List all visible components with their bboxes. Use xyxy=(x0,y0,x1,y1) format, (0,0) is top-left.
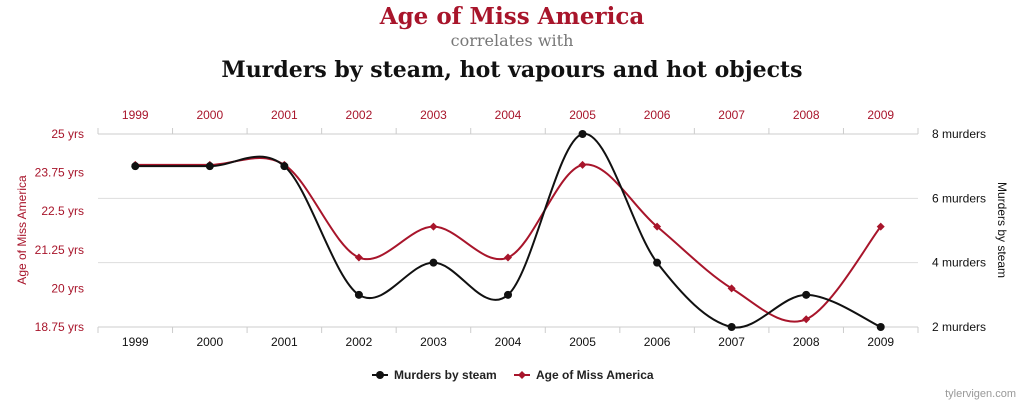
top-tick-label: 2001 xyxy=(271,108,298,122)
left-tick-label: 20 yrs xyxy=(51,281,84,295)
point-murders xyxy=(727,323,736,331)
chart-title-connector: correlates with xyxy=(450,31,574,50)
right-tick-label: 8 murders xyxy=(932,127,986,141)
chart-title-top: Age of Miss America xyxy=(379,3,645,30)
point-murders xyxy=(504,290,512,299)
bottom-tick-label: 1999 xyxy=(122,335,149,349)
chart-title-bottom: Murders by steam, hot vapours and hot ob… xyxy=(221,57,803,83)
point-murders xyxy=(876,323,885,331)
bottom-tick-label: 2002 xyxy=(346,335,373,349)
top-tick-label: 2004 xyxy=(495,108,522,122)
point-miss-america xyxy=(802,315,811,324)
bottom-x-axis: 1999 2000 2001 2002 2003 2004 2005 2006 2007 2008… xyxy=(97,326,919,349)
top-tick-label: 2006 xyxy=(644,108,671,122)
point-murders xyxy=(280,162,289,171)
top-x-axis: 1999 2000 2001 2002 2003 2004 2005 2006 2007 2008… xyxy=(97,108,919,135)
left-tick-label: 21.25 yrs xyxy=(35,243,84,257)
right-tick-label: 4 murders xyxy=(932,256,986,270)
bottom-tick-label: 2001 xyxy=(271,335,298,349)
legend-marker xyxy=(518,371,526,379)
point-murders xyxy=(205,162,214,171)
left-tick-label: 22.5 yrs xyxy=(41,204,84,218)
right-tick-label: 2 murders xyxy=(932,320,986,334)
right-y-axis: 2 murders 4 murders 6 murders 8 murders xyxy=(932,127,986,334)
point-murders xyxy=(653,258,662,267)
title-block: Age of Miss America correlates with Murd… xyxy=(0,0,1024,85)
point-murders xyxy=(131,162,140,171)
bottom-tick-label: 2005 xyxy=(569,335,596,349)
point-miss-america xyxy=(429,222,438,231)
top-tick-label: 2000 xyxy=(196,108,223,122)
point-murders xyxy=(578,130,587,138)
point-murders xyxy=(354,290,363,299)
point-murders xyxy=(429,258,438,267)
left-tick-label: 23.75 yrs xyxy=(35,166,84,180)
bottom-tick-label: 2000 xyxy=(196,335,223,349)
point-miss-america xyxy=(653,222,662,231)
top-tick-label: 2008 xyxy=(793,108,820,122)
left-tick-label: 25 yrs xyxy=(51,127,84,141)
bottom-tick-label: 2009 xyxy=(867,335,894,349)
top-tick-label: 2005 xyxy=(569,108,596,122)
bottom-tick-label: 2008 xyxy=(793,335,820,349)
bottom-tick-label: 2004 xyxy=(495,335,522,349)
point-miss-america xyxy=(578,160,587,169)
bottom-tick-label: 2003 xyxy=(420,335,447,349)
bottom-tick-label: 2007 xyxy=(718,335,745,349)
bottom-tick-label: 2006 xyxy=(644,335,671,349)
series-markers xyxy=(131,130,885,331)
top-tick-label: 2002 xyxy=(346,108,373,122)
watermark: tylervigen.com xyxy=(945,388,1016,400)
legend-label[interactable]: Age of Miss America xyxy=(536,368,654,382)
left-tick-label: 18.75 yrs xyxy=(35,320,84,334)
left-axis-label: Age of Miss America xyxy=(15,175,29,285)
right-tick-label: 6 murders xyxy=(932,191,986,205)
legend-marker xyxy=(376,371,384,379)
left-y-axis: 18.75 yrs 20 yrs 21.25 yrs 22.5 yrs 23.75 yr… xyxy=(35,127,84,334)
legend-label[interactable]: Murders by steam xyxy=(394,368,497,382)
legend: Murders by steam Age of Miss America xyxy=(372,368,654,382)
top-tick-label: 2003 xyxy=(420,108,447,122)
top-tick-label: 2009 xyxy=(867,108,894,122)
point-miss-america xyxy=(876,222,885,231)
point-murders xyxy=(802,290,811,299)
point-miss-america xyxy=(504,253,512,262)
top-tick-label: 2007 xyxy=(718,108,745,122)
right-axis-label: Murders by steam xyxy=(995,182,1009,278)
point-miss-america xyxy=(727,284,736,293)
point-miss-america xyxy=(354,253,363,262)
top-tick-label: 1999 xyxy=(122,108,149,122)
